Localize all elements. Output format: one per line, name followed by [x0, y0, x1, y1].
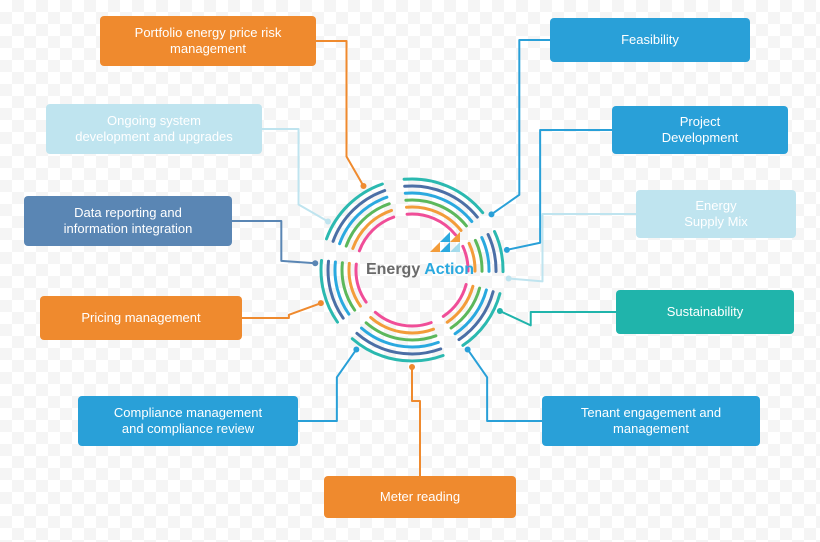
node-project-dev: Project Development — [612, 106, 788, 154]
node-label: Data reporting and information integrati… — [64, 205, 193, 238]
node-label: Compliance management and compliance rev… — [114, 405, 262, 438]
connector-data-report — [232, 221, 315, 263]
connector-sustainability — [500, 311, 616, 325]
connector-origin-dot — [325, 219, 331, 225]
connector-origin-dot — [409, 364, 415, 370]
connector-origin-dot — [465, 346, 471, 352]
logo-mark-icon — [430, 232, 460, 258]
connector-origin-dot — [312, 260, 318, 266]
node-supply-mix: Energy Supply Mix — [636, 190, 796, 238]
node-portfolio: Portfolio energy price risk management — [100, 16, 316, 66]
node-label: Ongoing system development and upgrades — [75, 113, 233, 146]
node-tenant: Tenant engagement and management — [542, 396, 760, 446]
connector-meter — [412, 367, 420, 476]
connector-project-dev — [507, 130, 612, 250]
logo-word-2: Action — [424, 261, 474, 279]
connector-ongoing — [262, 129, 328, 222]
node-label: Feasibility — [621, 32, 679, 48]
node-sustainability: Sustainability — [616, 290, 794, 334]
node-label: Tenant engagement and management — [581, 405, 721, 438]
node-ongoing: Ongoing system development and upgrades — [46, 104, 262, 154]
logo-word-1: Energy — [366, 261, 420, 279]
connector-origin-dot — [506, 275, 512, 281]
connector-origin-dot — [353, 346, 359, 352]
connector-portfolio — [316, 41, 364, 186]
center-logo-text: EnergyAction — [350, 258, 490, 282]
node-label: Energy Supply Mix — [684, 198, 748, 231]
connector-pricing — [242, 303, 321, 318]
connector-origin-dot — [318, 300, 324, 306]
node-label: Portfolio energy price risk management — [135, 25, 282, 58]
connector-origin-dot — [504, 247, 510, 253]
node-pricing: Pricing management — [40, 296, 242, 340]
node-feasibility: Feasibility — [550, 18, 750, 62]
connector-origin-dot — [361, 183, 367, 189]
node-label: Pricing management — [81, 310, 200, 326]
connector-supply-mix — [509, 214, 636, 281]
node-label: Project Development — [662, 114, 739, 147]
connector-origin-dot — [488, 211, 494, 217]
node-data-report: Data reporting and information integrati… — [24, 196, 232, 246]
connector-tenant — [468, 349, 542, 421]
connector-feasibility — [491, 40, 550, 214]
node-label: Meter reading — [380, 489, 460, 505]
node-compliance: Compliance management and compliance rev… — [78, 396, 298, 446]
node-label: Sustainability — [667, 304, 744, 320]
node-meter: Meter reading — [324, 476, 516, 518]
connector-origin-dot — [497, 308, 503, 314]
connector-compliance — [298, 349, 356, 421]
